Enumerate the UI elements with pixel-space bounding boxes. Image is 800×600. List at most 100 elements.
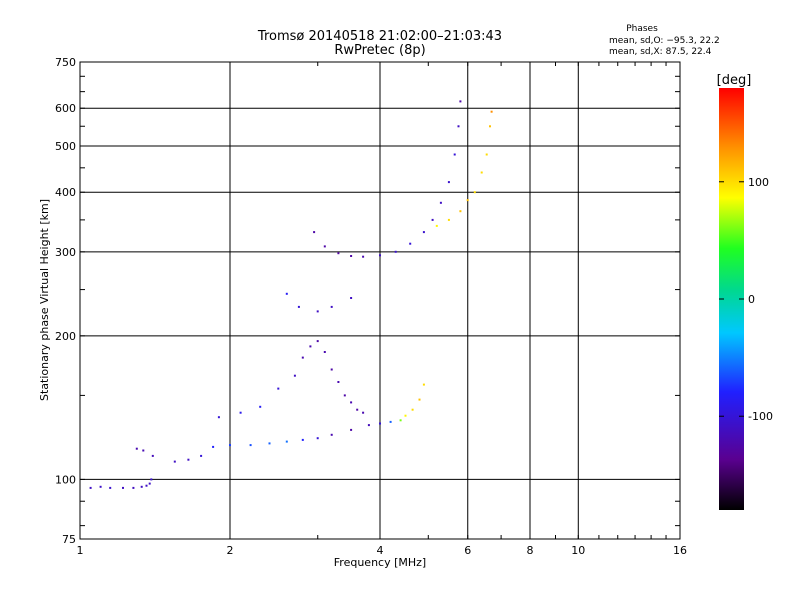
- grid-layer: [80, 62, 680, 539]
- data-point: [142, 449, 145, 452]
- data-point: [473, 191, 476, 194]
- data-point: [313, 231, 316, 234]
- data-point: [379, 422, 381, 425]
- data-point: [330, 433, 333, 436]
- data-point: [285, 440, 288, 443]
- data-point: [459, 210, 462, 213]
- data-point: [277, 387, 280, 390]
- colorbar-tick-label: 100: [748, 176, 769, 189]
- phases-header: Phases: [626, 24, 658, 34]
- data-point: [337, 252, 340, 255]
- data-point: [404, 414, 407, 417]
- data-point: [379, 254, 381, 257]
- data-point: [350, 428, 353, 431]
- data-point: [132, 486, 135, 489]
- data-point: [367, 424, 370, 427]
- x-tick-label: 1: [77, 544, 84, 557]
- colorbar-tick-label: 0: [748, 293, 755, 306]
- data-point: [435, 224, 438, 227]
- phases-line-o: mean, sd,O: −95.3, 22.2: [609, 36, 720, 46]
- data-point: [229, 444, 231, 447]
- data-point: [323, 245, 326, 248]
- data-point: [150, 478, 153, 481]
- colorbar-label: [deg]: [717, 73, 752, 88]
- data-point: [293, 374, 296, 377]
- data-point: [217, 416, 220, 419]
- x-tick-label: 8: [527, 544, 534, 557]
- data-point: [389, 420, 392, 423]
- data-point: [422, 383, 425, 386]
- y-axis-label: Stationary phase Virtual Height [km]: [38, 199, 51, 401]
- data-point: [466, 199, 469, 202]
- phases-annotation: Phases mean, sd,O: −95.3, 22.2 mean, sd,…: [609, 24, 720, 57]
- data-point: [249, 444, 252, 447]
- data-point: [140, 485, 143, 488]
- data-point: [330, 305, 333, 308]
- data-point: [316, 340, 319, 343]
- data-point: [151, 454, 154, 457]
- colorbar-ticks: 100 0 -100: [719, 176, 773, 423]
- data-point: [350, 401, 353, 404]
- phases-line-x: mean, sd,X: 87.5, 22.4: [609, 47, 712, 57]
- data-point: [356, 408, 359, 411]
- data-point: [200, 454, 203, 457]
- data-point: [323, 351, 326, 353]
- y-tick-label: 300: [55, 246, 76, 259]
- data-point: [394, 250, 397, 253]
- data-point: [362, 411, 365, 414]
- data-point: [109, 486, 112, 489]
- data-point: [418, 398, 421, 401]
- data-point: [453, 153, 456, 156]
- chart-subtitle: RwPretec (8p): [334, 43, 425, 58]
- y-axis-ticks: 75 100 200 300 400 500 600 750: [55, 56, 680, 546]
- data-point: [89, 486, 92, 489]
- data-point: [148, 482, 151, 485]
- data-point: [239, 411, 242, 414]
- data-point: [459, 100, 462, 103]
- data-point: [350, 297, 353, 299]
- data-point: [212, 445, 215, 448]
- data-point: [362, 255, 365, 258]
- data-point: [480, 171, 483, 174]
- data-point: [187, 458, 190, 461]
- x-axis-ticks: 1 2 4 6 8 10 16: [77, 62, 687, 557]
- y-tick-label: 200: [55, 330, 76, 343]
- data-point: [489, 125, 491, 128]
- data-point: [485, 153, 488, 156]
- data-points: [89, 100, 493, 489]
- data-point: [173, 460, 176, 463]
- data-point: [122, 486, 124, 489]
- x-tick-label: 16: [673, 544, 687, 557]
- data-point: [309, 345, 312, 348]
- data-point: [316, 310, 319, 313]
- x-tick-label: 2: [227, 544, 234, 557]
- data-point: [457, 125, 460, 128]
- data-point: [399, 419, 402, 422]
- data-point: [330, 368, 333, 371]
- data-point: [316, 437, 319, 440]
- x-tick-label: 10: [571, 544, 585, 557]
- y-tick-label: 500: [55, 140, 76, 153]
- x-tick-label: 6: [464, 544, 471, 557]
- x-axis-label: Frequency [MHz]: [334, 556, 426, 569]
- data-point: [297, 305, 300, 308]
- data-point: [99, 485, 102, 488]
- y-tick-label: 750: [55, 56, 76, 69]
- data-point: [337, 381, 340, 383]
- data-point: [350, 255, 353, 257]
- data-point: [422, 231, 425, 234]
- data-point: [268, 442, 271, 445]
- data-point: [447, 218, 450, 221]
- data-point: [409, 242, 412, 245]
- data-point: [439, 201, 442, 204]
- colorbar-tick-label: -100: [748, 410, 773, 423]
- data-point: [135, 447, 138, 450]
- data-point: [411, 408, 414, 411]
- data-point: [285, 292, 288, 295]
- data-point: [431, 218, 434, 221]
- y-tick-label: 100: [55, 473, 76, 486]
- data-point: [145, 484, 148, 487]
- chart-title: Tromsø 20140518 21:02:00–21:03:43: [257, 29, 502, 44]
- colorbar: [deg] 100 0 -100: [717, 73, 773, 510]
- data-point: [447, 181, 450, 184]
